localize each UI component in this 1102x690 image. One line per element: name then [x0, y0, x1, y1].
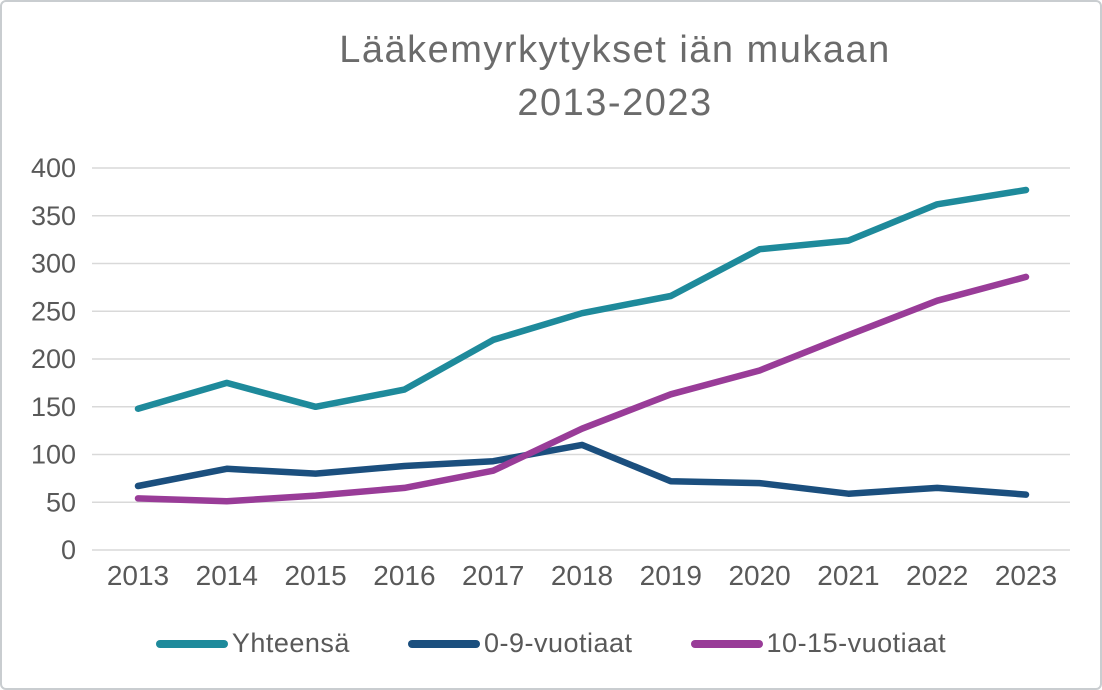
series-line-10-15-vuotiaat	[134, 273, 1030, 505]
x-axis-tick-label: 2022	[906, 560, 968, 591]
x-axis-tick-label: 2020	[728, 560, 790, 591]
x-axis-tick-label: 2018	[551, 560, 613, 591]
legend-marker-icon	[690, 639, 763, 648]
legend-item: 0-9-vuotiaat	[407, 628, 633, 659]
x-axis-tick-label: 2017	[462, 560, 524, 591]
y-axis-tick-label: 100	[31, 440, 76, 470]
x-axis-tick-label: 2013	[107, 560, 169, 591]
legend-marker-icon	[155, 639, 228, 648]
x-axis-tick-label: 2016	[373, 560, 435, 591]
y-axis-tick-label: 150	[31, 392, 76, 422]
legend-label: Yhteensä	[231, 628, 350, 658]
legend-item: Yhteensä	[155, 628, 350, 659]
x-axis-tick-label: 2015	[284, 560, 346, 591]
legend-item: 10-15-vuotiaat	[690, 628, 947, 659]
y-axis-tick-label: 300	[31, 249, 76, 279]
series-line-yhteens-	[134, 186, 1030, 412]
y-axis-tick-label: 50	[46, 487, 76, 517]
y-axis-tick-label: 350	[31, 201, 76, 231]
x-axis-tick-label: 2023	[995, 560, 1057, 591]
y-axis-tick-label: 400	[31, 153, 76, 183]
legend-label: 10-15-vuotiaat	[766, 628, 947, 658]
x-axis-tick-label: 2019	[640, 560, 702, 591]
series-line-0-9-vuotiaat	[134, 441, 1030, 498]
x-axis-tick-label: 2014	[196, 560, 258, 591]
x-axis-tick-label: 2021	[817, 560, 879, 591]
chart-legend: Yhteensä 0-9-vuotiaat 10-15-vuotiaat	[2, 628, 1100, 659]
y-axis-tick-label: 200	[31, 344, 76, 374]
legend-marker-icon	[407, 639, 480, 648]
legend-label: 0-9-vuotiaat	[483, 628, 633, 658]
y-axis-tick-label: 0	[61, 535, 76, 565]
y-axis-tick-label: 250	[31, 296, 76, 326]
